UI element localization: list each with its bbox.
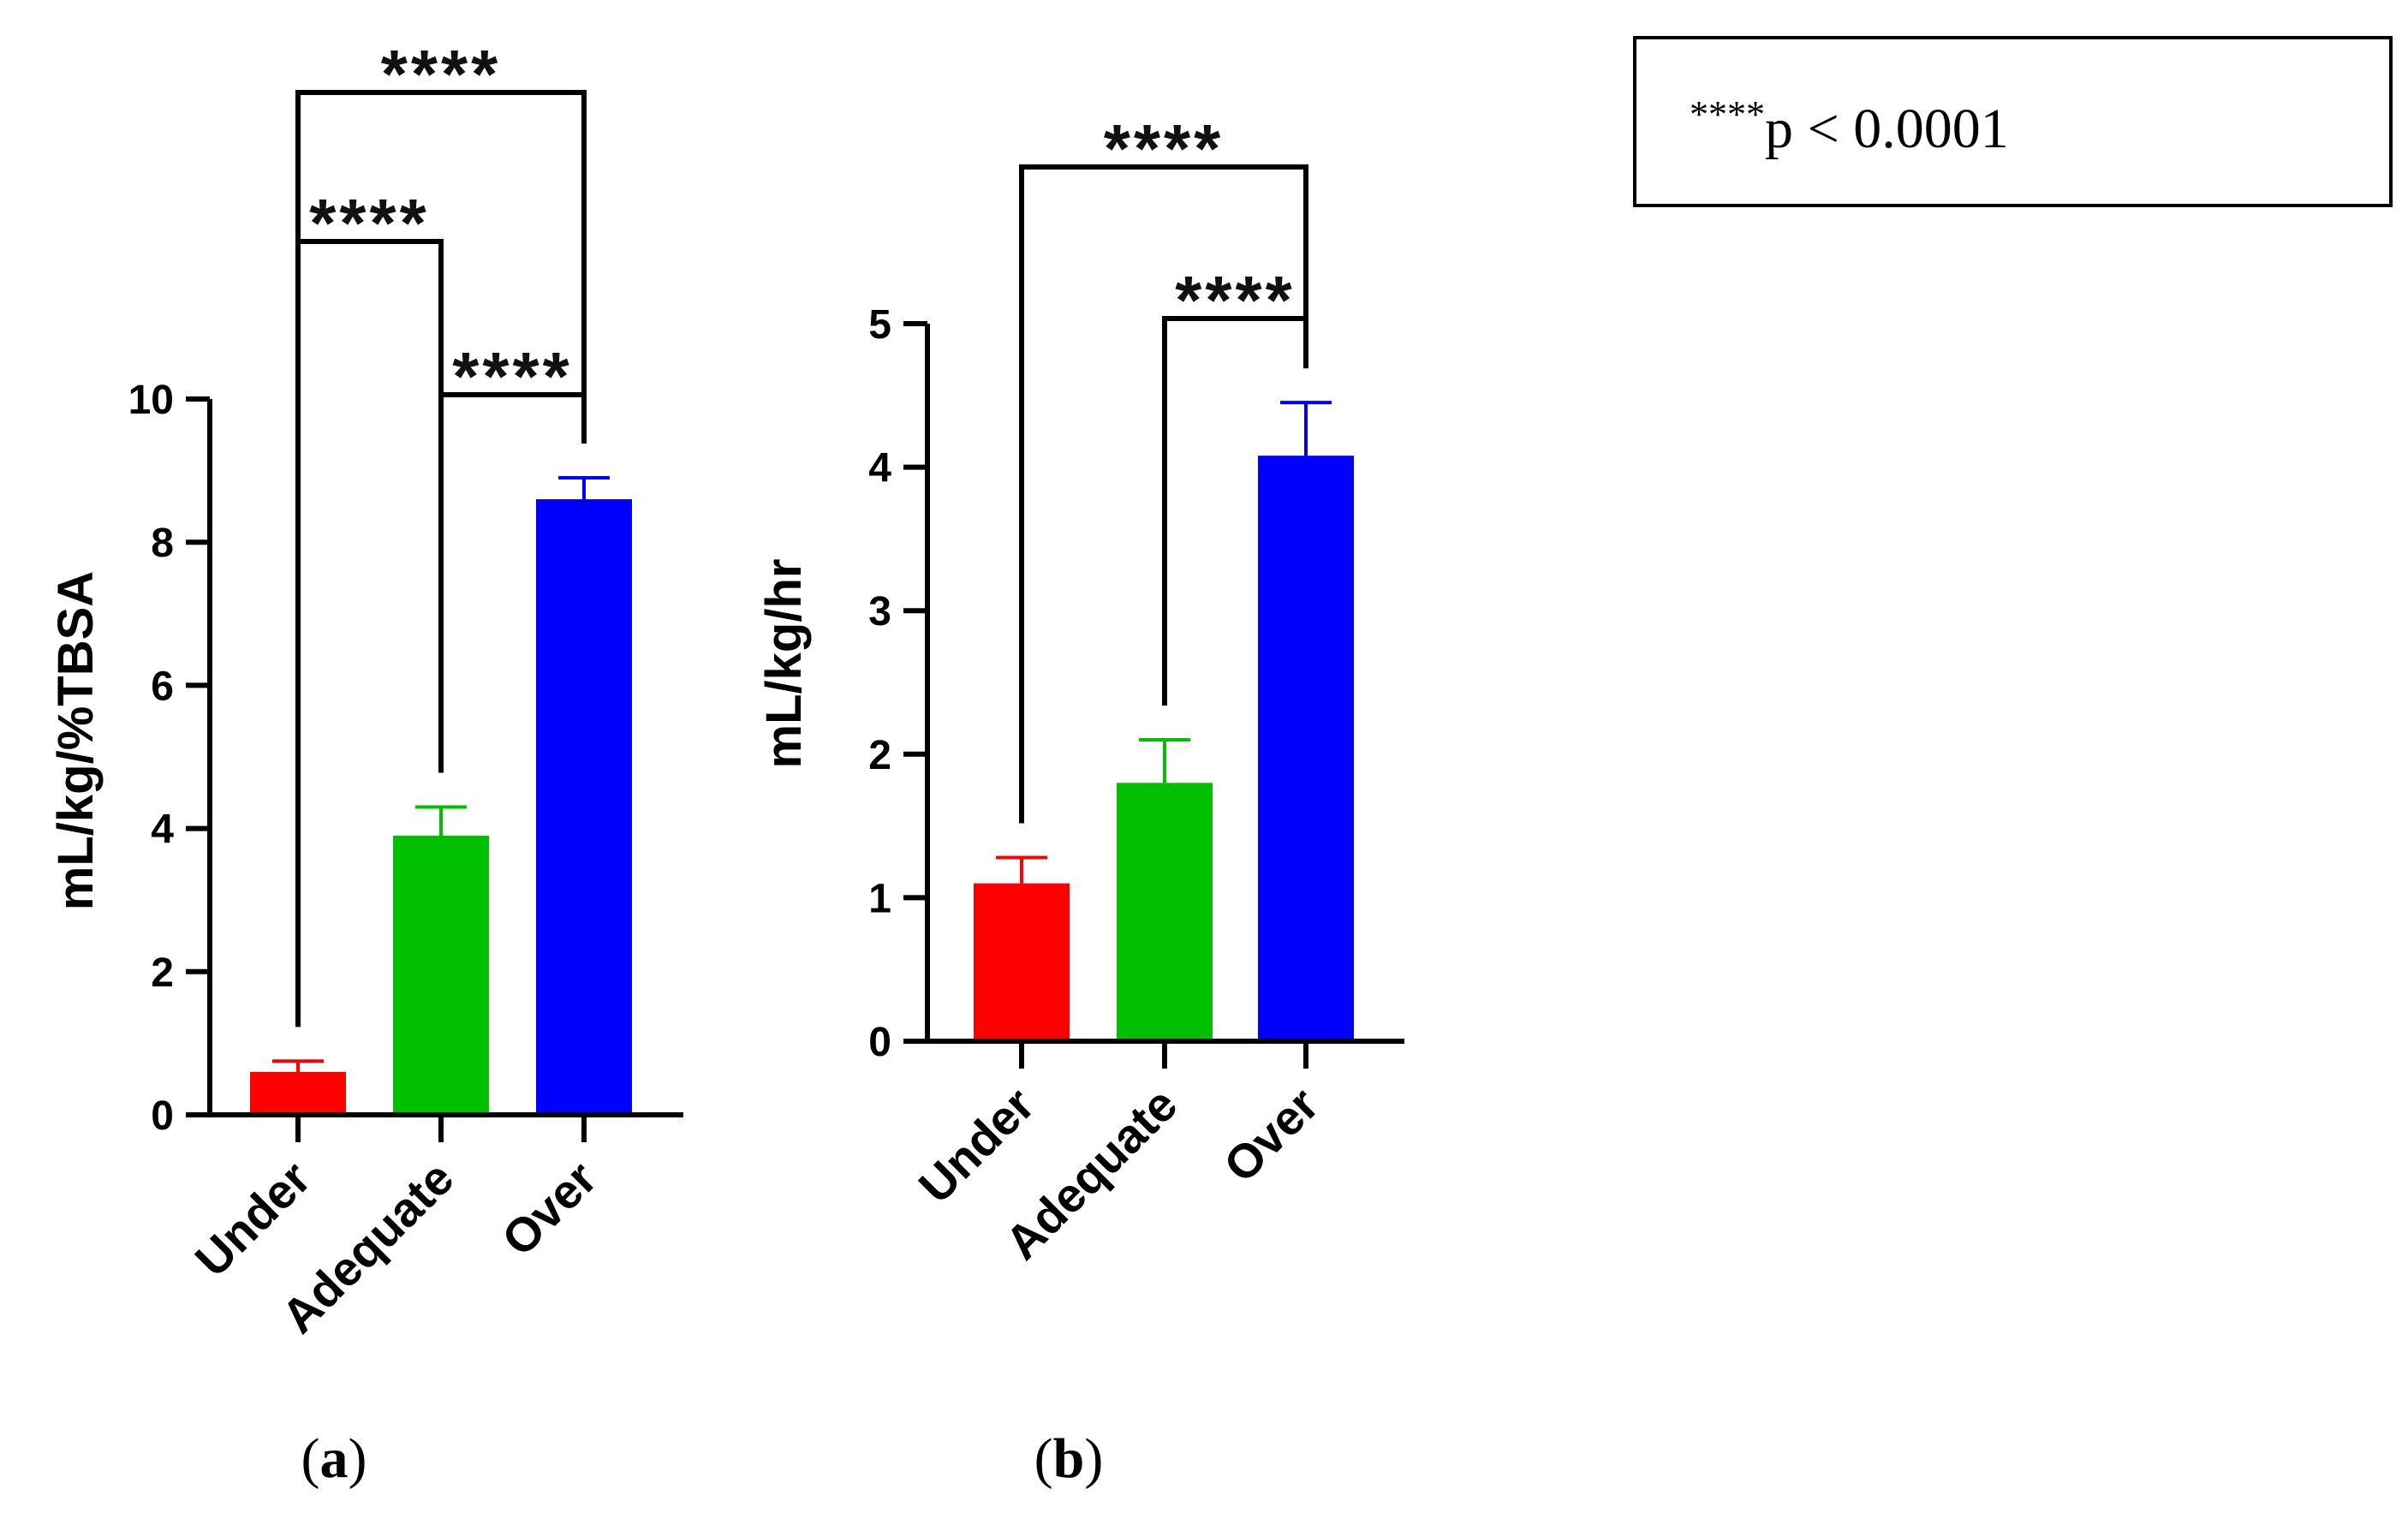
panel-b-y-tick-label: 1 — [868, 876, 891, 921]
panel-b-brackets: **** **** — [1019, 110, 1308, 824]
panel-b-bar-adequate — [1117, 783, 1213, 1041]
panel-a-y-tick-label: 8 — [151, 521, 174, 566]
panel-a-significance-stars: **** — [309, 185, 430, 261]
panel-a-label: (a) — [301, 1427, 367, 1490]
legend-text: ****p < 0.0001 — [1690, 93, 2009, 160]
panel-b-y-tick-label: 0 — [868, 1020, 891, 1065]
legend-box — [1633, 36, 2393, 207]
panel-a-y-tick-label: 6 — [151, 664, 174, 709]
panel-a-bar-over — [536, 499, 632, 1115]
panel-a-significance-stars: **** — [381, 36, 502, 112]
panel-b-significance-stars: **** — [1104, 110, 1225, 187]
panel-a-x-category-label: Over — [492, 1151, 607, 1266]
panel-b-x-category-label: Over — [1213, 1077, 1329, 1193]
panel-a-chart: mL/kg/%TBSA 0 2 4 6 8 10 **** **** **** UnderAd… — [48, 36, 683, 1490]
panel-a-y-tick-label: 2 — [151, 950, 174, 996]
panel-b-y-tick-label: 2 — [868, 733, 891, 778]
legend-superscript: **** — [1690, 93, 1765, 135]
legend-p-value: p < 0.0001 — [1765, 98, 2009, 160]
panel-b-y-axis-label: mL/kg/hr — [756, 559, 812, 769]
panel-a-significance-bracket — [438, 392, 587, 773]
panel-a-significance-stars: **** — [452, 338, 573, 414]
panel-b-y-tick-label: 3 — [868, 589, 891, 634]
panel-a-bar-adequate — [393, 835, 489, 1115]
panel-a-x-category-label: Under — [185, 1151, 321, 1287]
significance-legend: ****p < 0.0001 — [1633, 36, 2393, 207]
panel-a-bar-under — [250, 1071, 346, 1115]
panel-a-letter: a — [320, 1427, 349, 1490]
panel-a-y-axis-label: mL/kg/%TBSA — [48, 571, 104, 910]
panel-a-bars — [250, 475, 632, 1115]
panel-a-y-ticks: 0 2 4 6 8 10 — [128, 378, 210, 1139]
panel-b-significance-bracket — [1162, 316, 1308, 706]
panel-b-bars — [974, 401, 1354, 1041]
panel-b-bar-under — [974, 883, 1070, 1041]
panel-b-significance-stars: **** — [1175, 262, 1296, 338]
panel-a-y-tick-label: 4 — [151, 807, 174, 853]
panel-b-y-tick-label: 5 — [868, 302, 891, 348]
panel-b-x-category-label: Under — [909, 1077, 1045, 1213]
panel-b-label: (b) — [1034, 1427, 1104, 1490]
panel-a-brackets: **** **** **** — [295, 36, 587, 1028]
panel-b-letter: b — [1053, 1427, 1085, 1490]
panel-b-y-tick-label: 4 — [868, 446, 891, 491]
panel-a-y-tick-label: 0 — [151, 1093, 174, 1139]
panel-b-significance-bracket — [1019, 164, 1308, 824]
panel-a-y-tick-label: 10 — [128, 378, 174, 423]
panel-b-bar-over — [1258, 456, 1354, 1041]
panel-b-y-ticks: 0 1 2 3 4 5 — [868, 302, 927, 1065]
